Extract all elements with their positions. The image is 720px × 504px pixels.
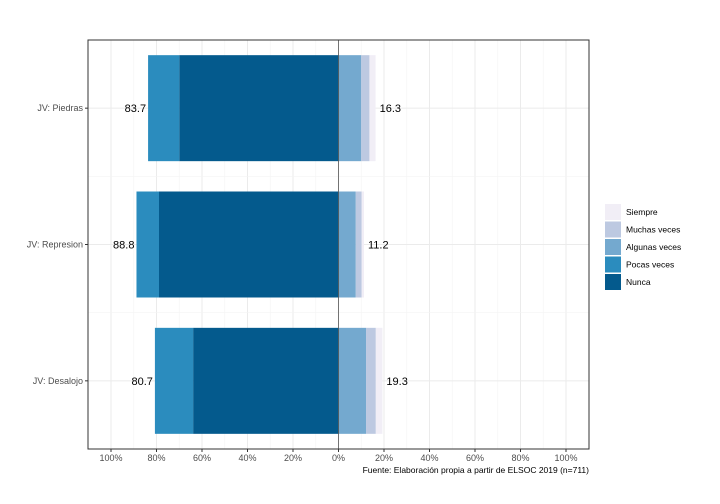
data-labels: 83.7 16.3 88.8 11.2 80.7 19.3 — [113, 103, 408, 388]
y-tick-label: JV: Represion — [27, 240, 83, 250]
right-total-label: 19.3 — [386, 376, 407, 388]
x-tick-label: 60% — [193, 453, 211, 463]
left-total-label: 88.8 — [113, 240, 134, 252]
legend-key — [605, 239, 621, 255]
legend: Siempre Muchas veces Algunas veces Pocas ve… — [605, 204, 681, 290]
x-tick-label: 40% — [238, 453, 256, 463]
x-tick-label: 0% — [332, 453, 345, 463]
legend-label: Siempre — [626, 207, 658, 217]
bar-segment — [366, 327, 376, 434]
bar-segment — [193, 327, 339, 434]
bar-segment — [361, 55, 370, 162]
x-tick-label: 100% — [554, 453, 577, 463]
bars — [136, 55, 383, 434]
y-tick-label: JV: Piedras — [37, 103, 83, 113]
x-tick-label: 20% — [284, 453, 302, 463]
bar-segment — [338, 327, 367, 434]
legend-label: Nunca — [626, 277, 651, 287]
x-tick-label: 60% — [466, 453, 484, 463]
legend-key — [605, 256, 621, 273]
bar-segment — [154, 327, 194, 434]
x-tick-label: 20% — [375, 453, 393, 463]
x-tick-label: 80% — [511, 453, 529, 463]
legend-label: Pocas veces — [626, 260, 674, 270]
bar-segment — [159, 191, 339, 298]
bar-segment — [136, 191, 160, 298]
left-total-label: 83.7 — [125, 103, 146, 115]
chart-caption: Fuente: Elaboración propia a partir de E… — [363, 465, 590, 475]
legend-label: Muchas veces — [626, 225, 680, 235]
bar-segment — [148, 55, 180, 162]
bar-segment — [179, 55, 339, 162]
y-tick-label: JV: Desalojo — [33, 376, 83, 386]
legend-label: Algunas veces — [626, 242, 681, 252]
bar-segment — [355, 191, 362, 298]
x-tick-label: 40% — [420, 453, 438, 463]
left-total-label: 80.7 — [131, 376, 152, 388]
bar-segment — [338, 191, 356, 298]
x-tick-label: 80% — [147, 453, 165, 463]
x-tick-label: 100% — [99, 453, 122, 463]
x-axis-labels: 100% 80% 60% 40% 20% 0% 20% 40% 60% 80% 100% — [99, 449, 578, 463]
right-total-label: 11.2 — [368, 240, 389, 252]
legend-key — [605, 274, 621, 290]
right-total-label: 16.3 — [380, 103, 401, 115]
bar-segment — [338, 55, 362, 162]
bar-segment — [361, 191, 364, 298]
y-axis-labels: JV: Piedras JV: Represion JV: Desalojo — [27, 103, 88, 386]
bar-segment — [369, 55, 376, 162]
legend-key — [605, 221, 621, 238]
bar-segment — [375, 327, 383, 434]
legend-key — [605, 204, 621, 220]
